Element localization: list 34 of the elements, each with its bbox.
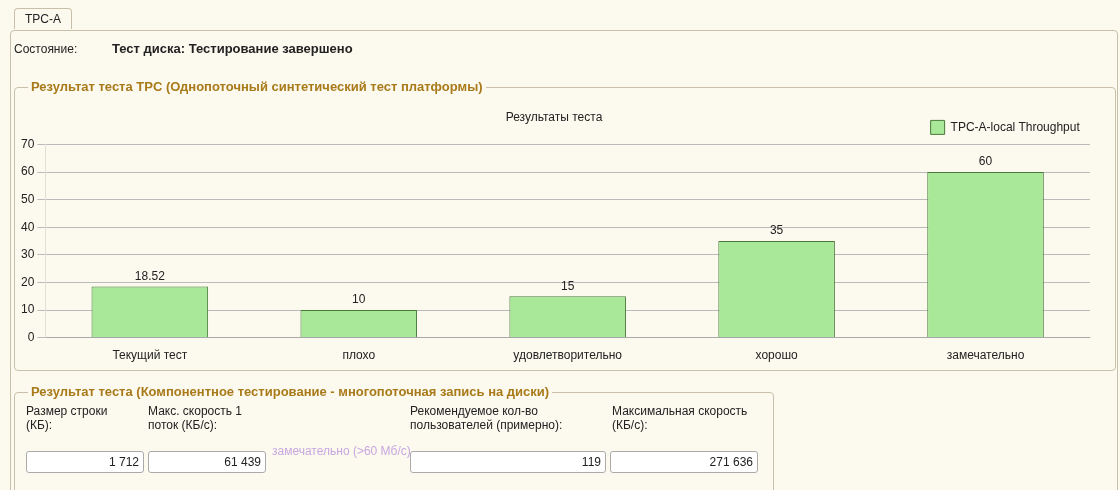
text: Максимальная скорость (КБ/с): <box>612 404 749 432</box>
y-tick-label: 30 <box>20 247 35 262</box>
text: замечательно (>60 Мб/с) <box>272 444 411 458</box>
text: 61 439 <box>148 451 266 473</box>
text: Результат теста TPC (Однопоточный синтетический тест платформы) <box>28 79 486 94</box>
y-tick-label: 50 <box>20 191 35 206</box>
y-tick-label: 40 <box>20 219 35 234</box>
text: 119 <box>410 451 606 473</box>
text: TPC-A <box>14 8 72 29</box>
x-tick-label: хорошо <box>755 348 799 363</box>
data-label: 18.52 <box>134 268 166 283</box>
y-tick-label: 10 <box>20 302 35 317</box>
text: Макс. скорость 1 поток (КБ/с): <box>148 404 244 432</box>
x-tick-label: удовлетворительно <box>513 348 623 363</box>
text: 271 636 <box>610 451 758 473</box>
y-tick-label: 20 <box>20 274 35 289</box>
chart-title: Результаты теста <box>505 109 603 124</box>
data-label: 60 <box>978 154 993 169</box>
y-tick-label: 60 <box>20 164 35 179</box>
text: Результат теста (Компонентное тестирование - многопоточная запись на диски) <box>28 384 553 399</box>
y-tick-label: 0 <box>27 329 35 344</box>
y-tick-label: 70 <box>20 136 35 151</box>
x-tick-label: плохо <box>342 348 376 363</box>
data-label: 15 <box>560 278 575 293</box>
x-tick-label: замечательно <box>946 348 1025 363</box>
text: Тест диска: Тестирование завершено <box>112 41 353 56</box>
legend-label: TPC-A-local Throughput <box>950 119 1081 134</box>
text: Состояние: <box>14 42 78 56</box>
text: Рекомендуемое кол-во пользователей (примерно): <box>410 404 564 432</box>
x-tick-label: Текущий тест <box>112 348 188 363</box>
data-label: 10 <box>352 292 366 307</box>
data-label: 35 <box>769 223 784 238</box>
text: Размер строки (КБ): <box>26 404 109 432</box>
text: 1 712 <box>26 451 144 473</box>
